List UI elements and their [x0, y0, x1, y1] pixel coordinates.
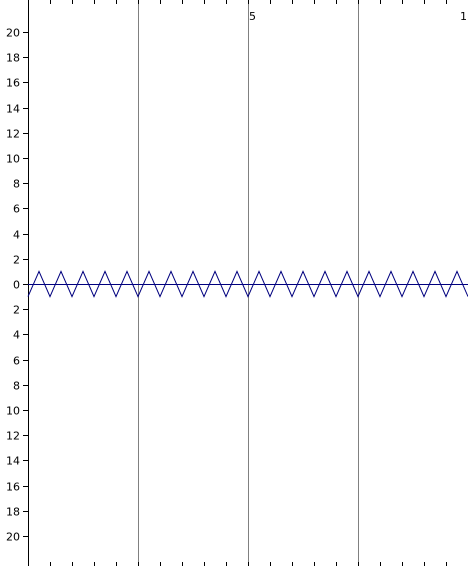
- y-tick-label: 20: [6, 27, 20, 40]
- y-tick-label: 10: [6, 405, 20, 418]
- y-tick-label: 10: [6, 153, 20, 166]
- y-tick-label: 4: [13, 229, 20, 242]
- y-tick-label: 16: [6, 77, 20, 90]
- grid-lines: [138, 0, 359, 566]
- y-tick-label: 2: [13, 304, 20, 317]
- x-top-label: 1: [460, 10, 467, 23]
- y-tick-label: 12: [6, 128, 20, 141]
- x-axis-ticks: [50, 0, 447, 566]
- y-tick-label: 4: [13, 329, 20, 342]
- y-tick-label: 14: [6, 103, 20, 116]
- y-tick-label: 2: [13, 254, 20, 267]
- series-line-sawtooth: [27, 270, 468, 298]
- y-tick-label: 16: [6, 481, 20, 494]
- y-tick-label: 12: [6, 430, 20, 443]
- y-tick-label: 6: [13, 355, 20, 368]
- y-tick-label: 6: [13, 203, 20, 216]
- y-axis: [23, 0, 29, 566]
- y-tick-label: 0: [13, 279, 20, 292]
- y-tick-label: 18: [6, 506, 20, 519]
- x-top-label: 5: [249, 10, 256, 23]
- y-tick-label: 18: [6, 52, 20, 65]
- series-layer: [27, 270, 468, 298]
- y-tick-label: 8: [13, 380, 20, 393]
- y-tick-label: 14: [6, 455, 20, 468]
- y-tick-label: 8: [13, 178, 20, 191]
- y-tick-label: 20: [6, 531, 20, 544]
